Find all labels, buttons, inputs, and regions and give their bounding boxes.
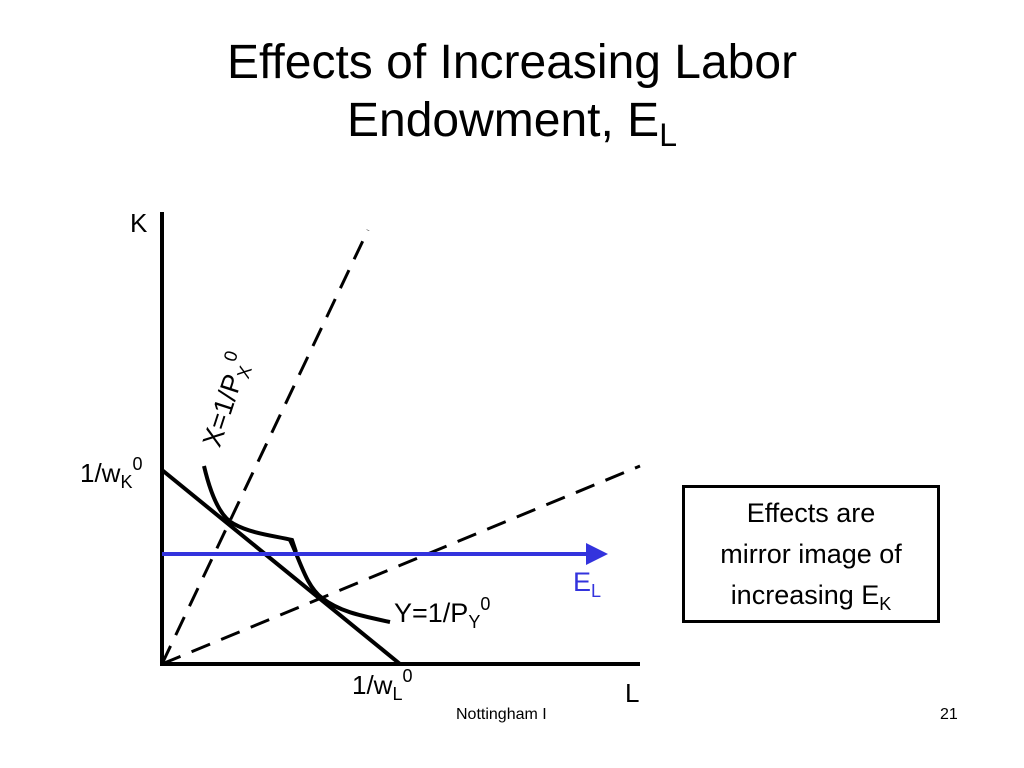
- isocost-line: [160, 468, 402, 666]
- ray-x-industry: [160, 229, 370, 665]
- y-curve-text: Y=1/P: [394, 598, 469, 628]
- note-line3: increasing E: [730, 579, 880, 610]
- x-axis-label: L: [625, 678, 640, 708]
- footer-text: Nottingham I: [456, 706, 547, 723]
- title-line2: Endowment, E: [347, 94, 660, 147]
- note-box: Effects are mirror image of increasing E…: [682, 485, 940, 623]
- wl-subscript: L: [392, 684, 403, 704]
- endowment-text: E: [573, 567, 592, 597]
- endowment-subscript: L: [591, 581, 602, 601]
- y-curve-superscript: 0: [480, 594, 491, 614]
- wk-text: 1/w: [80, 458, 121, 488]
- endowment-label: EL: [573, 567, 601, 600]
- endowment-arrow-head: [586, 543, 608, 565]
- title-subscript: L: [659, 117, 677, 153]
- y-axis-label: K: [130, 208, 148, 238]
- wl-superscript: 0: [402, 666, 413, 686]
- wl-intercept-label: 1/wL0: [352, 667, 413, 703]
- wk-subscript: K: [120, 472, 133, 492]
- y-curve-subscript: Y: [468, 612, 481, 632]
- wk-intercept-label: 1/wK0: [80, 455, 143, 491]
- ray-y-industry: [161, 464, 641, 666]
- page-number: 21: [940, 706, 958, 723]
- isoquant-y-curve: [288, 539, 391, 624]
- slide-title: Effects of Increasing Labor Endowment, E…: [0, 34, 1024, 153]
- note-text: Effects are mirror image of increasing E…: [720, 493, 902, 616]
- isoquant-x-curve: [202, 465, 298, 553]
- note-line2: mirror image of: [720, 538, 902, 569]
- wk-superscript: 0: [132, 454, 143, 474]
- title-line1: Effects of Increasing Labor: [226, 36, 798, 89]
- y-curve-label: Y=1/PY0: [394, 595, 490, 631]
- note-line1: Effects are: [746, 497, 876, 528]
- wl-text: 1/w: [352, 670, 393, 700]
- note-line3-subscript: K: [879, 593, 892, 614]
